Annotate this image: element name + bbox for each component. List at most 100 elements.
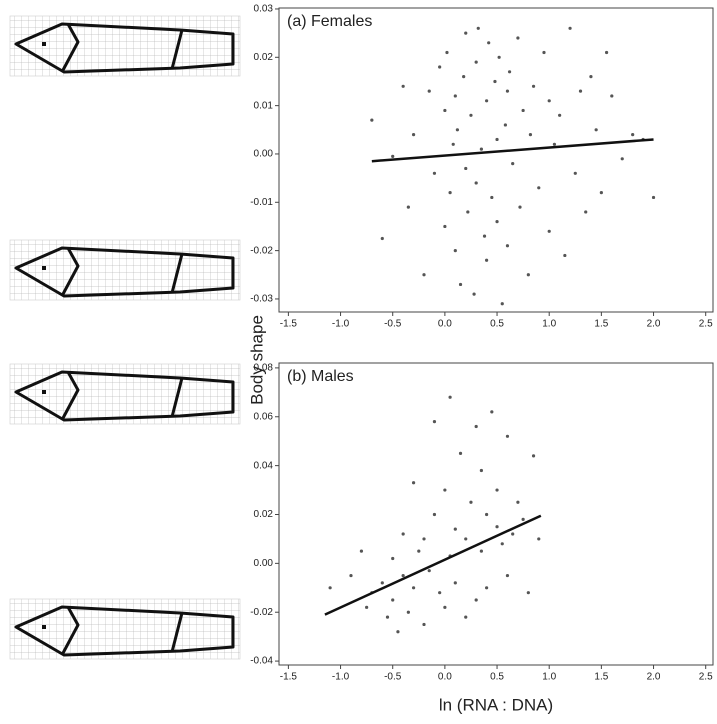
scatter-point bbox=[453, 94, 457, 98]
y-tick-label: 0.02 bbox=[254, 509, 274, 520]
y-tick-label: 0.04 bbox=[254, 460, 274, 471]
scatter-point bbox=[401, 532, 405, 536]
x-tick-label: 2.0 bbox=[647, 319, 661, 330]
scatter-point bbox=[469, 113, 473, 117]
scatter-point bbox=[401, 573, 405, 578]
scatter-point bbox=[547, 99, 551, 103]
scatter-point bbox=[453, 249, 457, 253]
y-tick-label: 0.08 bbox=[254, 363, 274, 374]
scatter-point bbox=[537, 537, 541, 541]
scatter-point bbox=[359, 549, 364, 553]
scatter-point bbox=[485, 512, 489, 517]
scatter-point bbox=[604, 50, 609, 55]
scatter-point bbox=[563, 253, 567, 258]
scatter-point bbox=[396, 630, 400, 634]
scatter-point bbox=[448, 191, 452, 195]
scatter-point bbox=[469, 500, 473, 504]
y-tick-label: 0.03 bbox=[254, 4, 274, 15]
x-tick-label: 1.0 bbox=[542, 319, 556, 330]
scatter-point bbox=[432, 420, 437, 424]
x-tick-label: -1.5 bbox=[280, 319, 298, 330]
scatter-point bbox=[422, 622, 426, 627]
scatter-point bbox=[458, 282, 463, 287]
y-tick-label: -0.01 bbox=[250, 197, 273, 208]
scatter-point bbox=[521, 108, 525, 113]
scatter-point bbox=[516, 36, 520, 40]
y-tick-label: -0.04 bbox=[250, 656, 273, 667]
scatter-point bbox=[401, 84, 405, 88]
scatter-point bbox=[432, 171, 437, 175]
scatter-point bbox=[411, 481, 416, 485]
scatter-point bbox=[451, 142, 455, 146]
scatter-point bbox=[472, 292, 476, 296]
x-tick-label: 1.5 bbox=[594, 319, 608, 330]
scatter-point bbox=[526, 273, 530, 277]
scatter-point bbox=[422, 273, 426, 277]
scatter-point bbox=[438, 591, 442, 595]
y-tick-label: 0.06 bbox=[254, 411, 274, 422]
regression-line bbox=[324, 514, 542, 616]
scatter-point bbox=[528, 133, 533, 137]
x-tick-label: 1.5 bbox=[594, 672, 608, 683]
scatter-point bbox=[485, 99, 489, 103]
scatter-point bbox=[487, 41, 491, 45]
x-tick-label: -0.5 bbox=[384, 319, 402, 330]
plot-frame bbox=[278, 7, 714, 313]
scatter-point bbox=[505, 434, 510, 438]
x-tick-label: 2.5 bbox=[699, 672, 713, 683]
scatter-point bbox=[464, 537, 468, 541]
scatter-point bbox=[458, 451, 463, 456]
scatter-point bbox=[474, 598, 478, 602]
scatter-point bbox=[482, 234, 487, 238]
scatter-point bbox=[406, 610, 410, 614]
scatter-point bbox=[568, 26, 572, 30]
scatter-point bbox=[490, 410, 494, 414]
x-tick-label: 0.5 bbox=[490, 672, 504, 683]
scatter-point bbox=[443, 488, 447, 492]
scatter-point bbox=[495, 220, 499, 224]
scatter-point bbox=[448, 395, 452, 399]
scatter-point bbox=[365, 605, 369, 609]
x-tick-label: -0.5 bbox=[384, 672, 402, 683]
scatter-point bbox=[417, 549, 421, 553]
scatter-point bbox=[443, 605, 447, 609]
scatter-point bbox=[511, 162, 515, 166]
scatter-point bbox=[380, 236, 384, 241]
panel-title: (b) Males bbox=[287, 368, 354, 385]
x-tick-label: -1.5 bbox=[280, 672, 298, 683]
scatter-point bbox=[427, 89, 431, 93]
scatter-point bbox=[497, 55, 501, 59]
x-tick-label: 0.5 bbox=[490, 319, 504, 330]
scatter-point bbox=[462, 75, 466, 79]
scatter-point bbox=[464, 615, 468, 619]
scatter-point bbox=[552, 142, 557, 146]
scatter-point bbox=[453, 581, 457, 585]
scatter-point bbox=[479, 147, 483, 151]
scatter-point bbox=[578, 89, 583, 93]
scatter-point bbox=[620, 157, 624, 161]
scatter-point bbox=[328, 586, 332, 590]
scatter-point bbox=[500, 302, 504, 306]
y-tick-label: 0.02 bbox=[254, 52, 274, 63]
y-axis-label: Body shape bbox=[247, 315, 266, 405]
scatter-point bbox=[518, 205, 522, 209]
scatter-point bbox=[479, 549, 483, 553]
scatter-point bbox=[349, 573, 353, 578]
scatter-point bbox=[464, 31, 468, 35]
scatter-point bbox=[380, 581, 384, 585]
scatter-point bbox=[505, 573, 510, 578]
scatter-point bbox=[631, 133, 635, 137]
scatter-point bbox=[411, 586, 416, 590]
scatter-point bbox=[531, 454, 536, 458]
x-tick-label: -1.0 bbox=[332, 672, 350, 683]
scatter-point bbox=[406, 205, 410, 209]
scatter-point bbox=[490, 195, 494, 200]
scatter-point bbox=[493, 79, 497, 84]
scatter-point bbox=[474, 60, 478, 64]
scatter-point bbox=[443, 224, 447, 229]
scatter-point bbox=[495, 525, 499, 529]
scatter-point bbox=[432, 512, 437, 517]
scatter-point bbox=[385, 615, 390, 619]
scatter-point bbox=[391, 598, 395, 602]
scatter-point bbox=[495, 488, 499, 492]
